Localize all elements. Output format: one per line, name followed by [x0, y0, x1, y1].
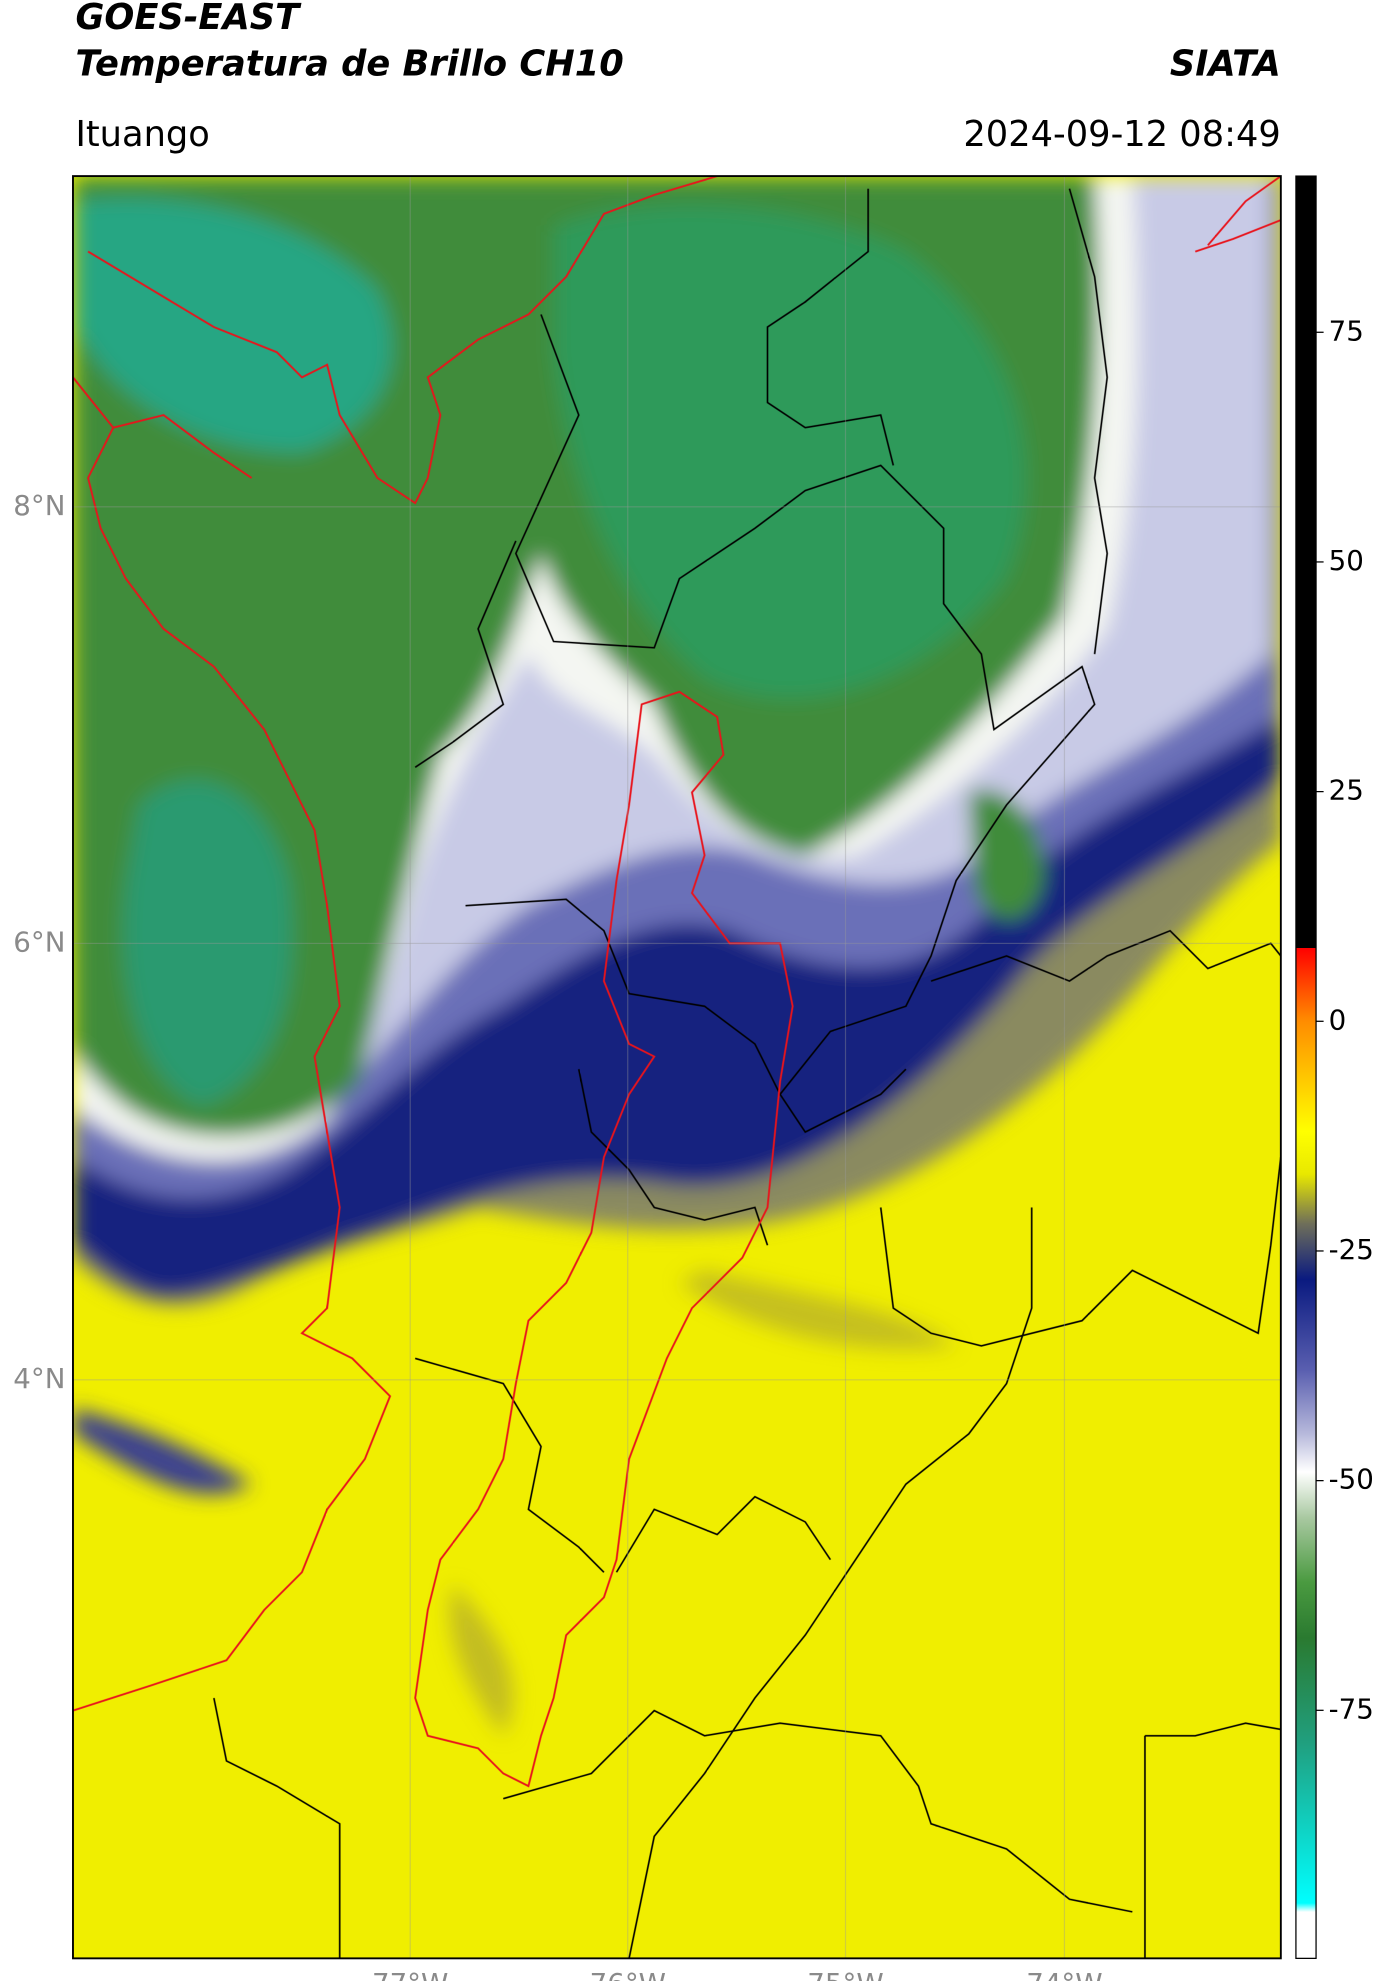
coastline [72, 176, 1281, 1788]
colorbar-tick-label: -50 [1329, 1463, 1374, 1496]
border [577, 1068, 769, 1246]
border [1068, 188, 1109, 655]
green-patch [968, 789, 1045, 920]
teal-area [75, 198, 393, 453]
border [879, 1157, 1281, 1347]
datetime: 2024-09-12 08:49 [963, 114, 1280, 155]
lat-label: 4°N [13, 1362, 65, 1395]
lon-label: 77°W [372, 1967, 448, 1981]
location: Ituango [75, 114, 209, 155]
blue-patch [72, 1408, 252, 1495]
coast [87, 176, 718, 505]
border [766, 188, 895, 466]
border [514, 314, 1096, 1095]
border [414, 1357, 605, 1573]
colorbar-tick-label: 25 [1329, 774, 1364, 807]
coast [72, 376, 392, 1712]
satellite-title: GOES-EAST [75, 0, 302, 38]
lon-label: 75°W [807, 1967, 883, 1981]
admin-borders [213, 188, 1281, 1959]
coast [1194, 176, 1281, 253]
border [503, 1709, 1133, 1913]
olive-patch [679, 1270, 957, 1350]
product-title: Temperatura de Brillo CH10 [75, 43, 623, 84]
colorbar-tick-label: 50 [1329, 544, 1364, 577]
agency: SIATA [1170, 43, 1281, 84]
lon-label: 76°W [590, 1967, 666, 1981]
colorbar [1295, 175, 1317, 1959]
border [465, 898, 907, 1134]
satellite-image [72, 176, 1281, 1959]
cloud-fields [72, 176, 1281, 1736]
olive-patch [449, 1584, 514, 1736]
lon-label: 74°W [1026, 1967, 1102, 1981]
lat-label: 8°N [13, 489, 65, 522]
colorbar-ticks: -75 -50 -25 0 25 50 75 [1316, 314, 1374, 1725]
border [414, 540, 517, 768]
border [213, 1697, 341, 1959]
border [615, 1495, 832, 1573]
colorbar-tick-label: 75 [1329, 314, 1364, 347]
graticule: 8°N 6°N 4°N 77°W 76°W 75°W 74°W [13, 176, 1281, 1981]
lat-label: 6°N [13, 925, 65, 958]
teal-area [553, 204, 1027, 699]
border [628, 1207, 1033, 1959]
border [1144, 1722, 1281, 1959]
colorbar-tick-label: -25 [1329, 1233, 1374, 1266]
colorbar-tick-label: 0 [1329, 1003, 1347, 1036]
map-frame [72, 175, 1282, 1960]
colorbar-tick-label: -75 [1329, 1692, 1374, 1725]
